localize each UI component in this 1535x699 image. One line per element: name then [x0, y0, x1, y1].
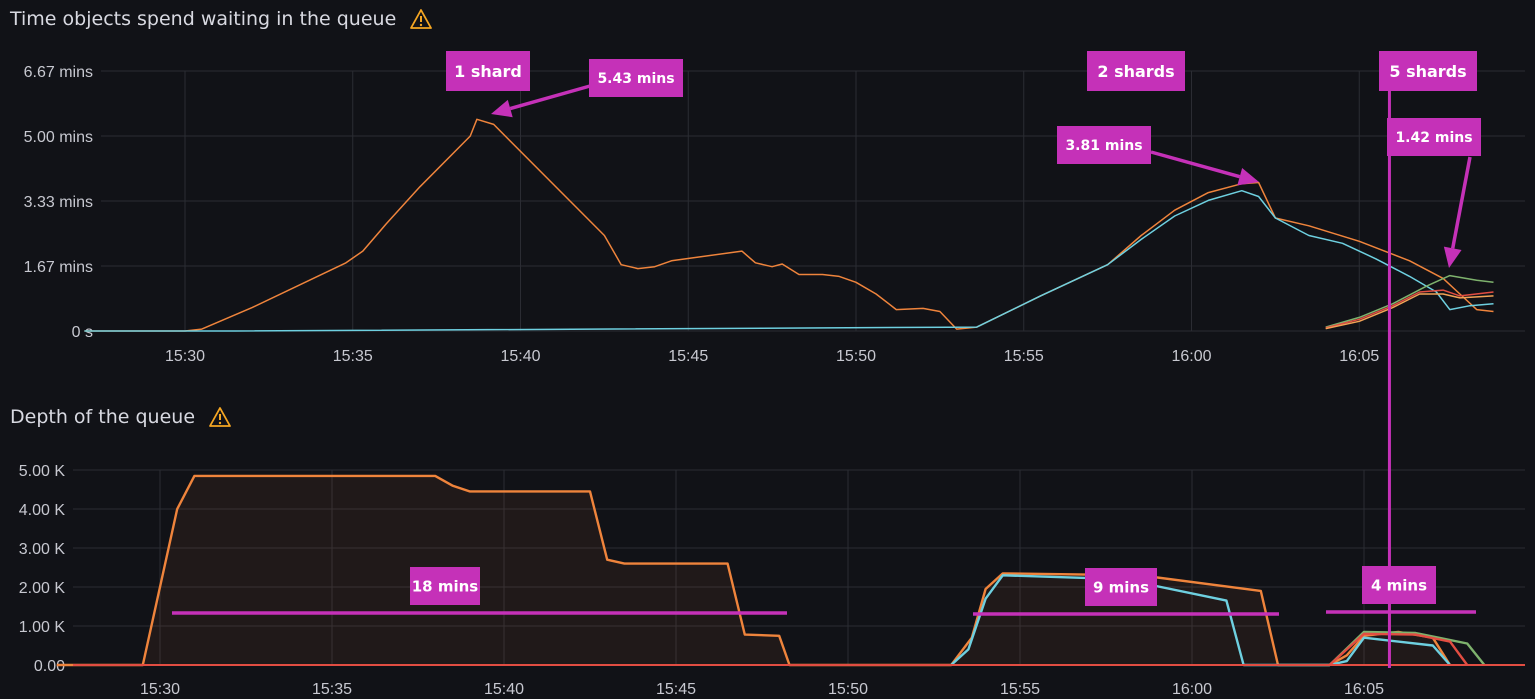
- annotation-label: 9 mins: [1093, 578, 1149, 596]
- annotation-label: 5.43 mins: [597, 71, 674, 87]
- y-tick-label: 5.00 K: [19, 463, 66, 480]
- annotation-label: 3.81 mins: [1065, 138, 1142, 154]
- x-tick-label: 15:30: [165, 348, 205, 365]
- annotation-label: 2 shards: [1097, 62, 1174, 81]
- x-tick-label: 15:40: [484, 681, 524, 698]
- annotation-label: 1.42 mins: [1395, 130, 1472, 146]
- y-tick-label: 2.00 K: [19, 580, 66, 597]
- annotation-label: 1 shard: [454, 62, 522, 81]
- y-tick-label: 0 s: [72, 324, 93, 341]
- arrow-3-81-mins: [1151, 152, 1259, 185]
- arrow-shaft: [1453, 157, 1470, 248]
- annotation-1-42-mins: 1.42 mins: [1387, 118, 1481, 156]
- annotation-duration: 4 mins: [1362, 566, 1436, 604]
- y-tick-label: 4.00 K: [19, 502, 66, 519]
- annotation-label: 4 mins: [1371, 576, 1427, 594]
- annotation-3-81-mins: 3.81 mins: [1057, 126, 1151, 164]
- annotation-2-shards: 2 shards: [1087, 51, 1185, 91]
- x-tick-label: 15:45: [668, 348, 708, 365]
- x-tick-label: 15:55: [1000, 681, 1040, 698]
- x-tick-label: 16:00: [1171, 348, 1211, 365]
- x-tick-label: 16:05: [1339, 348, 1379, 365]
- y-tick-label: 3.00 K: [19, 541, 66, 558]
- y-tick-label: 1.67 mins: [24, 259, 93, 276]
- x-tick-label: 15:45: [656, 681, 696, 698]
- y-tick-label: 5.00 mins: [24, 129, 93, 146]
- arrow-shaft: [1151, 152, 1240, 177]
- x-tick-label: 15:30: [140, 681, 180, 698]
- annotation-1-shard: 1 shard: [446, 51, 530, 91]
- y-tick-label: 1.00 K: [19, 619, 66, 636]
- x-tick-label: 15:55: [1004, 348, 1044, 365]
- y-tick-label: 0.00: [34, 658, 65, 675]
- arrow-1-42-mins: [1444, 157, 1470, 268]
- annotation-label: 18 mins: [412, 577, 479, 595]
- x-tick-label: 15:35: [312, 681, 352, 698]
- x-tick-label: 16:00: [1172, 681, 1212, 698]
- annotation-duration: 9 mins: [1085, 568, 1157, 606]
- arrow-head: [1444, 247, 1462, 268]
- x-tick-label: 15:50: [828, 681, 868, 698]
- arrow-head: [491, 100, 513, 117]
- x-tick-label: 15:35: [333, 348, 373, 365]
- y-tick-label: 3.33 mins: [24, 194, 93, 211]
- series-line-orange2: [1326, 294, 1494, 329]
- annotation-duration: 18 mins: [410, 567, 480, 605]
- x-tick-label: 15:40: [500, 348, 540, 365]
- y-tick-label: 6.67 mins: [24, 64, 93, 81]
- annotation-5-43-mins: 5.43 mins: [589, 59, 683, 97]
- annotation-5-shards: 5 shards: [1379, 51, 1477, 91]
- series-area-fill: [57, 476, 1450, 665]
- x-tick-label: 15:50: [836, 348, 876, 365]
- series-line-blue: [84, 191, 1493, 331]
- x-tick-label: 16:05: [1344, 681, 1384, 698]
- series-line-orange: [84, 119, 1493, 331]
- annotation-label: 5 shards: [1389, 62, 1466, 81]
- queue-time-plot: 0 s 1.67 mins 3.33 mins 5.00 mins 6.67 mins 1…: [24, 64, 1525, 365]
- queue-depth-plot: 0.00 1.00 K 2.00 K 3.00 K 4.00 K 5.00 K 15:30 1…: [19, 463, 1525, 698]
